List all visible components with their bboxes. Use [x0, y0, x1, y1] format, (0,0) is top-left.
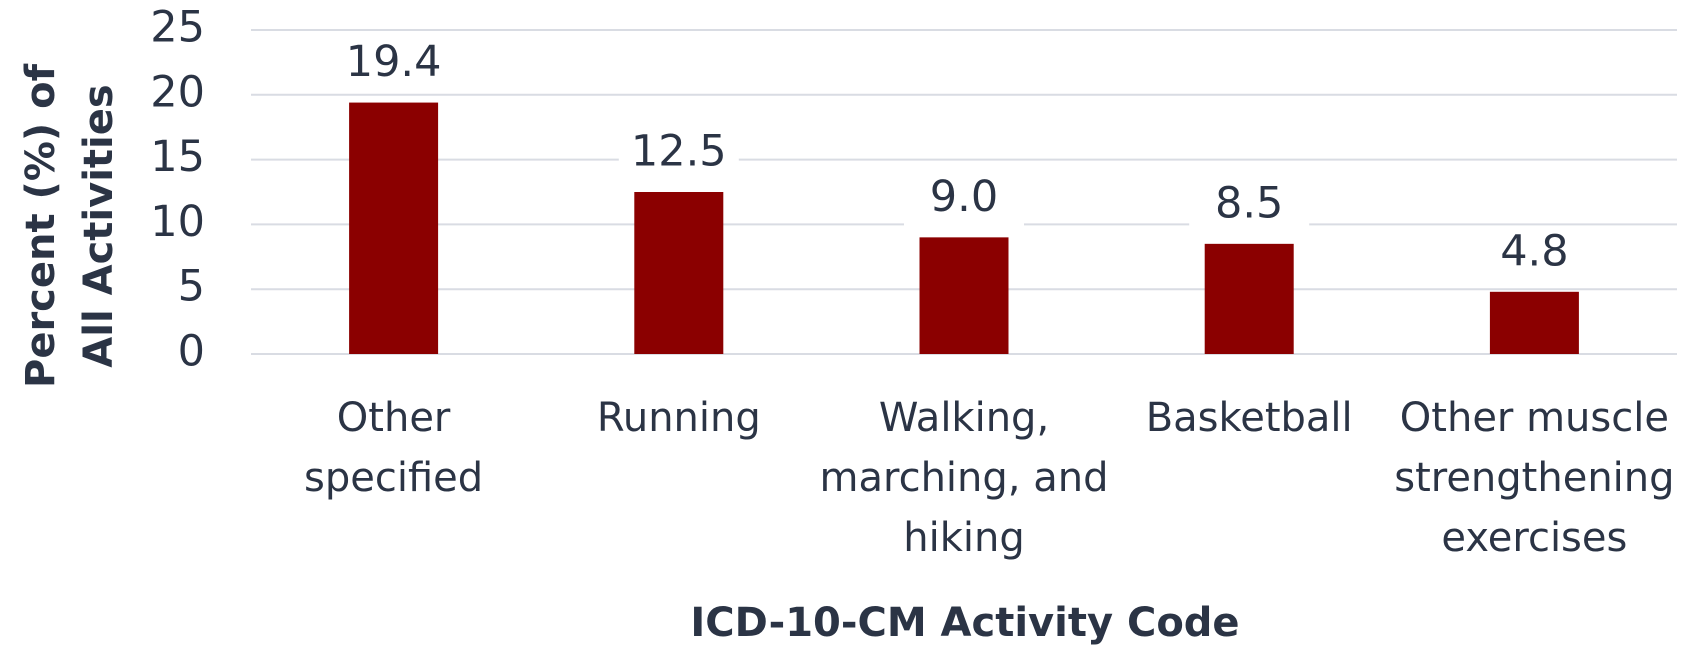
y-tick-label: 5 — [178, 262, 205, 312]
bar — [349, 102, 439, 355]
y-tick-label: 20 — [150, 67, 205, 117]
value-label-bg — [333, 36, 454, 93]
y-tick-label: 0 — [178, 327, 205, 377]
value-label-bg — [904, 171, 1024, 228]
x-axis-title: ICD-10-CM Activity Code — [690, 600, 1240, 646]
value-label-bg — [1189, 177, 1310, 234]
bar — [919, 237, 1009, 354]
y-tick-label: 15 — [150, 132, 205, 182]
x-tick-label: Other muscle strengthening exercises — [1394, 395, 1675, 561]
x-tick-label: Basketball — [1145, 395, 1353, 441]
bar — [634, 192, 724, 354]
value-label: 12.5 — [631, 127, 727, 177]
bar — [1489, 291, 1579, 354]
value-label: 4.8 — [1500, 226, 1568, 276]
value-label-bg — [1474, 225, 1595, 282]
x-tick-label: Running — [596, 395, 761, 441]
value-label: 9.0 — [930, 172, 998, 222]
y-tick-label: 25 — [150, 3, 205, 53]
x-tick-label: Other specified — [304, 395, 484, 501]
value-label: 8.5 — [1215, 178, 1283, 228]
value-label: 19.4 — [346, 37, 442, 87]
y-tick-label: 10 — [150, 197, 205, 247]
value-label-bg — [618, 126, 739, 182]
y-axis-title: Percent (%) of All Activities — [18, 64, 122, 388]
x-tick-label: Walking, marching, and hiking — [819, 395, 1109, 561]
bar — [1204, 243, 1294, 354]
